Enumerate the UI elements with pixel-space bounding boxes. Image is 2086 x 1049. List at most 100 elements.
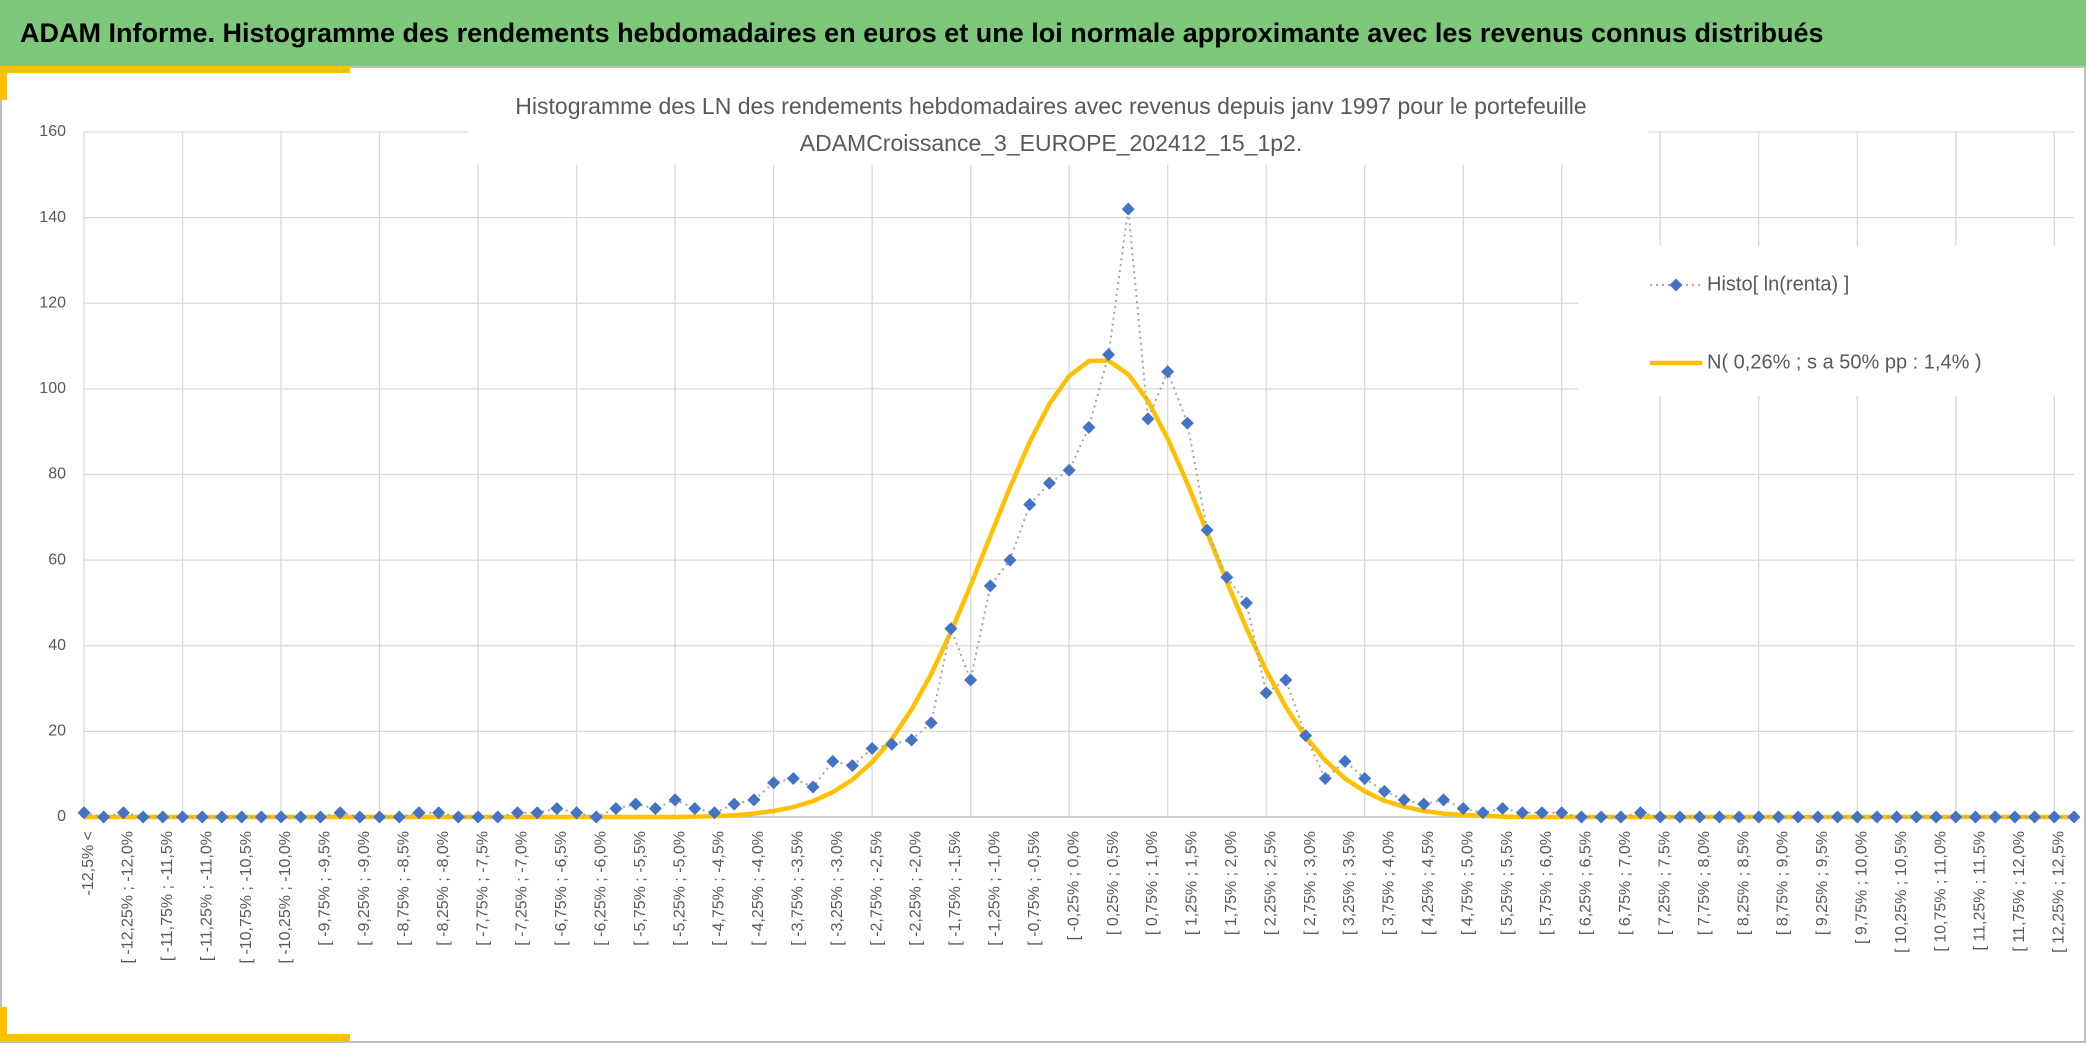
y-tick-label: 40: [48, 637, 66, 654]
data-point: [491, 810, 505, 824]
x-tick-label: [ -9,75% ; -9,5%: [317, 831, 334, 946]
data-point: [1949, 810, 1963, 824]
x-tick-label: [ 7,75% ; 8,0%: [1696, 831, 1713, 935]
x-tick-label: -12,5% <: [80, 831, 97, 895]
x-tick-label: [ -11,75% ; -11,5%: [159, 831, 176, 961]
data-point: [1831, 810, 1845, 824]
data-point: [570, 806, 584, 820]
data-point: [1082, 420, 1096, 434]
data-point: [1259, 686, 1273, 700]
data-point: [1890, 810, 1904, 824]
data-point: [747, 793, 761, 807]
data-point: [1220, 570, 1234, 584]
data-point: [2008, 810, 2022, 824]
data-point: [2067, 810, 2081, 824]
x-tick-label: [ 10,75% ; 11,0%: [1932, 831, 1949, 952]
data-point: [1141, 412, 1155, 426]
data-point: [1496, 801, 1510, 815]
data-point: [254, 810, 268, 824]
header-bar: [0, 0, 2086, 66]
data-point: [1850, 810, 1864, 824]
x-tick-label: [ 1,25% ; 1,5%: [1184, 831, 1201, 935]
data-point: [648, 801, 662, 815]
data-point: [1988, 810, 2002, 824]
data-point: [944, 622, 958, 636]
x-tick-label: [ -7,75% ; -7,5%: [474, 831, 491, 946]
x-tick-label: [ -3,25% ; -3,0%: [829, 831, 846, 946]
data-point: [1239, 596, 1253, 610]
x-tick-label: [ 8,25% ; 8,5%: [1735, 831, 1752, 935]
x-tick-label: [ 6,25% ; 6,5%: [1578, 831, 1595, 935]
data-point: [1929, 810, 1943, 824]
x-tick-label: [ -5,75% ; -5,5%: [632, 831, 649, 946]
data-point: [1180, 416, 1194, 430]
data-point: [1555, 806, 1569, 820]
legend-label: N( 0,26% ; s a 50% pp : 1,4% ): [1707, 351, 1982, 373]
x-tick-label: [ -4,75% ; -4,5%: [711, 831, 728, 946]
legend-bg: [1578, 246, 2078, 396]
data-point: [550, 801, 564, 815]
data-point: [1003, 553, 1017, 567]
x-tick-label: [ -6,75% ; -6,5%: [553, 831, 570, 946]
data-point: [373, 810, 387, 824]
data-point: [727, 797, 741, 811]
y-tick-label: 120: [39, 294, 66, 311]
x-tick-label: [ 8,75% ; 9,0%: [1775, 831, 1792, 935]
data-point: [1338, 754, 1352, 768]
data-point: [1811, 810, 1825, 824]
x-tick-label: [ -8,75% ; -8,5%: [395, 831, 412, 946]
x-tick-label: [ -3,75% ; -3,5%: [790, 831, 807, 946]
data-point: [176, 810, 190, 824]
data-point: [1417, 797, 1431, 811]
data-point: [1535, 806, 1549, 820]
x-tick-label: [ 4,25% ; 4,5%: [1420, 831, 1437, 935]
accent: [0, 1034, 350, 1041]
x-tick-label: [ 2,25% ; 2,5%: [1262, 831, 1279, 935]
data-point: [1771, 810, 1785, 824]
data-point: [1456, 801, 1470, 815]
x-tick-label: [ -0,25% ; 0,0%: [1065, 831, 1082, 940]
data-point: [1279, 673, 1293, 687]
x-tick-label: [ -7,25% ; -7,0%: [514, 831, 531, 946]
x-tick-label: [ 11,25% ; 11,5%: [1972, 831, 1989, 950]
x-tick-label: [ -1,75% ; -1,5%: [947, 831, 964, 946]
x-tick-label: [ 5,25% ; 5,5%: [1499, 831, 1516, 935]
data-point: [313, 810, 327, 824]
data-point: [333, 806, 347, 820]
data-point: [510, 806, 524, 820]
x-tick-label: [ 2,75% ; 3,0%: [1302, 831, 1319, 935]
x-tick-label: [ 0,75% ; 1,0%: [1144, 831, 1161, 935]
x-tick-label: [ -5,25% ; -5,0%: [671, 831, 688, 946]
data-point: [274, 810, 288, 824]
data-point: [392, 810, 406, 824]
x-tick-label: [ 10,25% ; 10,5%: [1893, 831, 1910, 953]
data-point: [97, 810, 111, 824]
data-point: [905, 733, 919, 747]
data-point: [235, 810, 249, 824]
data-point: [1791, 810, 1805, 824]
data-point: [353, 810, 367, 824]
y-tick-label: 20: [48, 723, 66, 740]
y-tick-label: 140: [39, 209, 66, 226]
x-tick-label: [ 5,75% ; 6,0%: [1538, 831, 1555, 935]
data-point: [1634, 806, 1648, 820]
data-point: [983, 579, 997, 593]
data-point: [294, 810, 308, 824]
x-tick-label: [ -11,25% ; -11,0%: [198, 831, 215, 961]
y-tick-label: 60: [48, 551, 66, 568]
data-point: [1121, 202, 1135, 216]
x-tick-label: [ -10,25% ; -10,0%: [277, 831, 294, 964]
data-point: [1200, 523, 1214, 537]
data-point: [1161, 365, 1175, 379]
y-tick-label: 80: [48, 466, 66, 483]
data-point: [412, 806, 426, 820]
data-point: [1968, 810, 1982, 824]
data-point: [215, 810, 229, 824]
data-point: [707, 806, 721, 820]
data-point: [1712, 810, 1726, 824]
accent: [0, 66, 7, 100]
data-point: [1102, 348, 1116, 362]
x-tick-label: [ -0,75% ; -0,5%: [1026, 831, 1043, 946]
legend: Histo[ ln(renta) ] N( 0,26% ; s a 50% pp …: [1578, 246, 2078, 396]
